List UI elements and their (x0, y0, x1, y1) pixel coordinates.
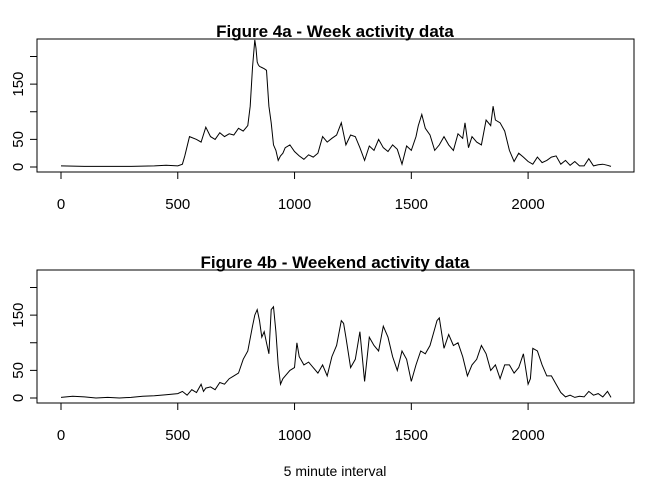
x-tick-label-weekend: 500 (165, 427, 190, 444)
y-axis-weekend: 0 50 150 (10, 287, 38, 402)
y-tick-label-weekend: 50 (10, 362, 27, 379)
plot-frame-weekend (36, 269, 635, 404)
x-axis-label: 5 minute interval (284, 463, 387, 479)
y-tick-label-weekend: 150 (10, 303, 27, 328)
chart-title-weekend: Figure 4b - Weekend activity data (201, 253, 470, 272)
x-tick-label-week: 1000 (278, 196, 311, 213)
y-tick-label-week: 50 (10, 131, 27, 148)
plot-frame-week (36, 38, 635, 173)
x-tick-label-weekend: 2000 (511, 427, 544, 444)
y-tick-label-weekend: 0 (10, 394, 27, 402)
series-line-week (60, 39, 612, 167)
x-tick-label-week: 2000 (511, 196, 544, 213)
x-tick-label-week: 1500 (395, 196, 428, 213)
panel-weekend: Figure 4b - Weekend activity data 0 500 10… (10, 253, 635, 444)
x-axis-week: 0 500 1000 1500 2000 (57, 171, 545, 213)
y-axis-week: 0 50 150 (10, 56, 38, 171)
panel-week: Figure 4a - Week activity data 0 500 1000 1… (10, 22, 635, 213)
x-axis-weekend: 0 500 1000 1500 2000 (57, 402, 545, 444)
x-tick-label-weekend: 1000 (278, 427, 311, 444)
y-tick-label-week: 0 (10, 163, 27, 171)
chart-title-week: Figure 4a - Week activity data (216, 22, 454, 41)
y-tick-label-week: 150 (10, 72, 27, 97)
x-tick-label-week: 500 (165, 196, 190, 213)
series-line-weekend (60, 305, 612, 399)
x-tick-label-week: 0 (57, 196, 65, 213)
x-tick-label-weekend: 1500 (395, 427, 428, 444)
x-tick-label-weekend: 0 (57, 427, 65, 444)
